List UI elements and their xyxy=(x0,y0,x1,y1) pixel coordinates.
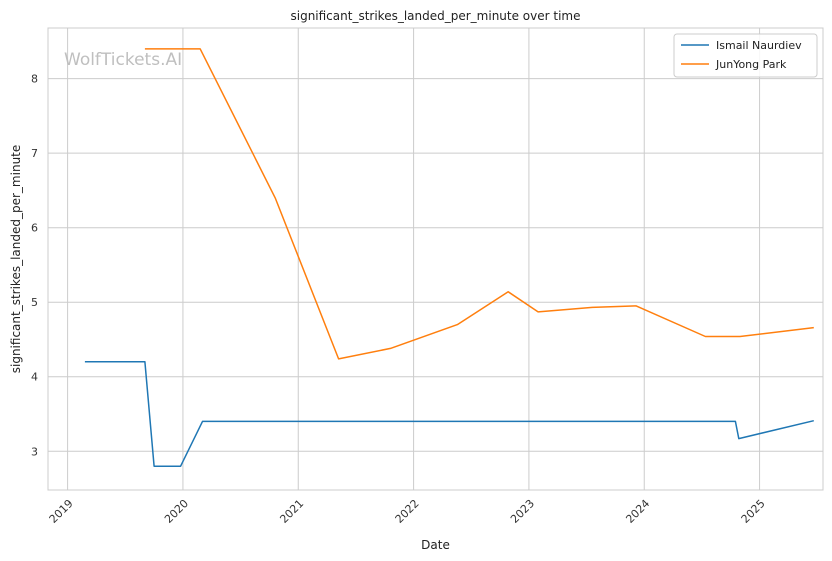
grid xyxy=(48,28,823,490)
x-tick-label: 2019 xyxy=(47,497,76,526)
y-axis-label: significant_strikes_landed_per_minute xyxy=(9,145,23,374)
legend-box xyxy=(673,33,818,78)
x-tick-label: 2025 xyxy=(739,497,768,526)
x-tick-label: 2021 xyxy=(277,497,306,526)
series-line-junyong-park xyxy=(144,48,814,360)
legend-label-junyong-park: JunYong Park xyxy=(715,58,787,71)
y-tick-label: 3 xyxy=(31,445,38,458)
x-tick-label: 2024 xyxy=(623,497,652,526)
legend-label-ismail-naurdiev: Ismail Naurdiev xyxy=(716,39,802,52)
x-tick-label: 2020 xyxy=(162,497,191,526)
y-tick-label: 4 xyxy=(31,371,38,384)
x-tick-label: 2023 xyxy=(508,497,537,526)
x-tick-label: 2022 xyxy=(393,497,422,526)
series-line-ismail-naurdiev xyxy=(84,361,814,467)
chart-title: significant_strikes_landed_per_minute ov… xyxy=(290,9,580,23)
y-tick-label: 5 xyxy=(31,296,38,309)
plot-frame xyxy=(47,27,824,491)
y-tick-label: 8 xyxy=(31,73,38,86)
watermark: WolfTickets.AI xyxy=(64,50,182,70)
series-lines xyxy=(84,48,814,467)
x-axis-label: Date xyxy=(421,538,450,552)
y-tick-labels: 3 4 5 6 7 8 xyxy=(31,73,38,459)
y-tick-label: 7 xyxy=(31,147,38,160)
x-tick-labels: 2019 2020 2021 2022 2023 2024 2025 xyxy=(47,497,768,526)
y-tick-label: 6 xyxy=(31,222,38,235)
legend: Ismail Naurdiev JunYong Park xyxy=(673,33,818,78)
